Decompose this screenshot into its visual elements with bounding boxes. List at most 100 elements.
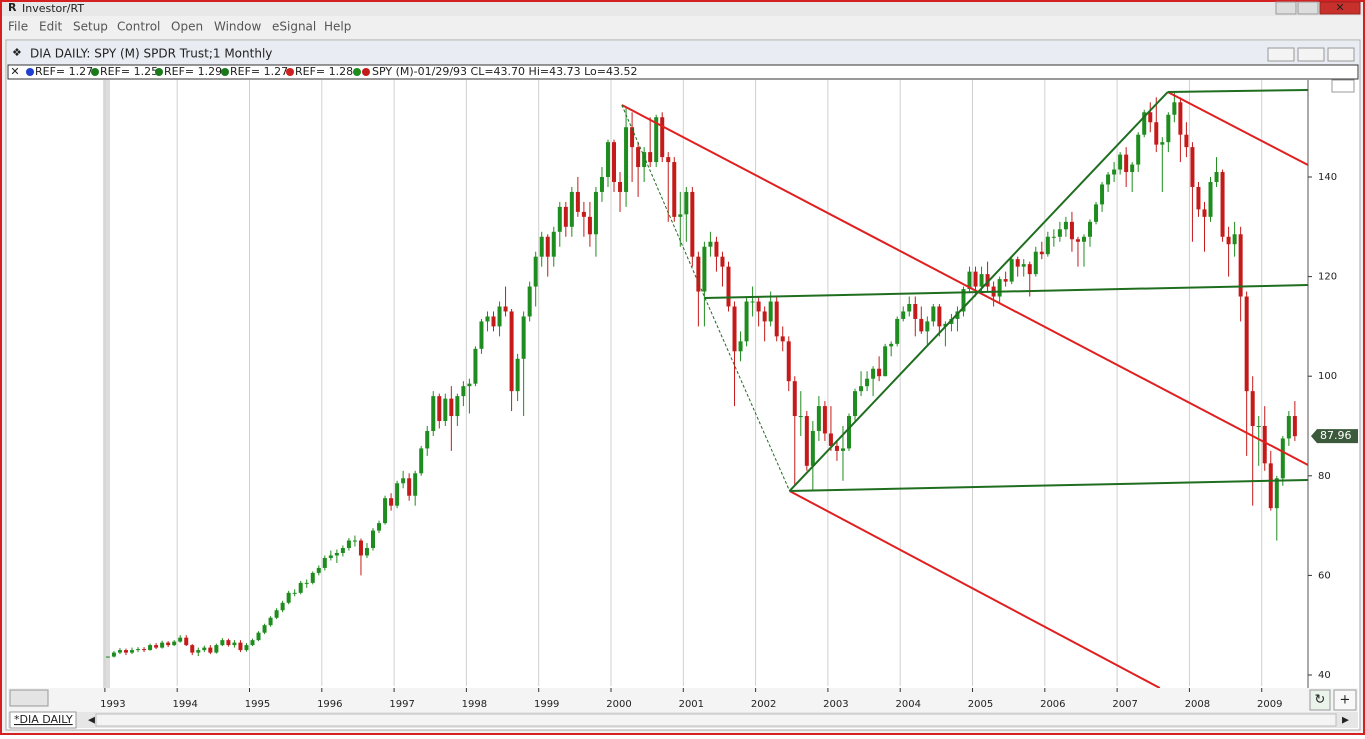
y-tick-label: 140 [1318,172,1337,183]
candle-body [925,321,930,332]
x-tick-label: 2005 [968,699,993,710]
candle-body [1069,221,1074,240]
candle-body [1178,102,1183,135]
menu-item[interactable]: Setup [73,20,108,34]
candle-body [660,117,665,158]
candles [105,92,1297,658]
trend-line [789,490,1161,688]
candle-body [853,391,858,417]
candle-body [672,162,677,217]
candle-body [129,650,134,653]
candle-body [274,610,279,618]
candle-body [1154,122,1159,145]
candle-body [437,396,442,422]
candle-body [636,147,641,168]
menu-item[interactable]: eSignal [272,20,316,34]
candle-body [280,602,285,611]
maximize-button[interactable] [1297,1,1319,15]
candle-body [509,311,514,392]
candle-body [786,341,791,382]
add-button[interactable] [1333,689,1357,711]
window-minimize[interactable] [1267,47,1295,62]
candle-body [527,286,532,317]
menu-item[interactable]: File [8,20,28,34]
candle-body [696,256,701,292]
tab-scroll-left[interactable]: ◀ [88,716,95,726]
candle-body [178,637,183,642]
menu-item[interactable]: Edit [39,20,63,34]
tab[interactable] [9,711,77,729]
menu-item[interactable]: Control [117,20,160,34]
legend-dot [286,68,294,76]
candle-body [877,368,882,377]
x-tick-label: 2006 [1040,699,1065,710]
candle-body [1208,181,1213,217]
x-tick-label: 2004 [895,699,920,710]
legend-item: REF= 1.25 [100,65,158,78]
candle-body [286,592,291,603]
candle-body [334,552,339,556]
candle-body [1136,134,1141,165]
candle-body [202,647,207,651]
legend-bar [7,64,1359,80]
candle-body [262,625,267,633]
candle-body [1033,251,1038,275]
candle-body [1220,172,1225,237]
candle-body [1148,112,1153,123]
candle-body [901,311,906,319]
candle-body [443,398,448,422]
candle-body [828,433,833,446]
menu-item[interactable]: Help [324,20,351,34]
candle-body [1081,236,1086,242]
tab-label[interactable]: *DIA DAILY [14,713,73,726]
scrollbar[interactable] [95,713,1337,727]
candle-body [1015,259,1020,267]
candle-body [497,306,502,327]
candle-body [1250,391,1255,427]
scale-button[interactable] [1331,79,1355,93]
y-tick-label: 60 [1318,570,1331,581]
candle-body [1226,236,1231,245]
x-tick-label: 2002 [751,699,776,710]
x-tick-label: 1996 [317,699,342,710]
legend-close[interactable]: ✕ [10,65,19,78]
candle-body [539,236,544,257]
axis-button[interactable] [9,689,49,707]
candle-body [401,478,406,484]
close-glyph: ✕ [1335,1,1344,14]
candle-body [834,445,839,451]
candle-body [304,582,309,584]
legend-quote: SPY (M)-01/29/93 CL=43.70 Hi=43.73 Lo=43… [372,65,637,78]
candle-body [973,271,978,287]
minimize-button[interactable] [1275,1,1297,15]
refresh-button[interactable] [1309,689,1331,711]
candle-body [865,378,870,387]
window-restore[interactable] [1297,47,1325,62]
candle-body [569,191,574,227]
refresh-glyph: ↻ [1315,693,1326,708]
window-close[interactable] [1327,47,1355,62]
candle-body [750,301,755,303]
menu-item[interactable]: Window [214,20,262,34]
candle-body [503,306,508,312]
legend-item: REF= 1.28 [295,65,353,78]
candle-body [148,645,153,651]
candle-body [407,478,412,496]
candle-body [840,448,845,451]
y-tick-label: 80 [1318,471,1331,482]
close-button[interactable] [1319,1,1361,15]
candle-body [684,191,689,215]
candle-body [346,540,351,549]
candle-body [117,650,122,653]
tab-scroll-right[interactable]: ▶ [1342,716,1349,726]
candle-body [1118,154,1123,170]
title-bar [2,2,1363,16]
axes: 1993 1994 1995 1996 1997 1998 1999 2000 2001 2002… [100,172,1358,710]
x-tick-label: 2007 [1112,699,1137,710]
candle-body [226,640,231,646]
candle-body [1027,264,1032,275]
candle-body [738,341,743,352]
menu-item[interactable]: Open [171,20,203,34]
